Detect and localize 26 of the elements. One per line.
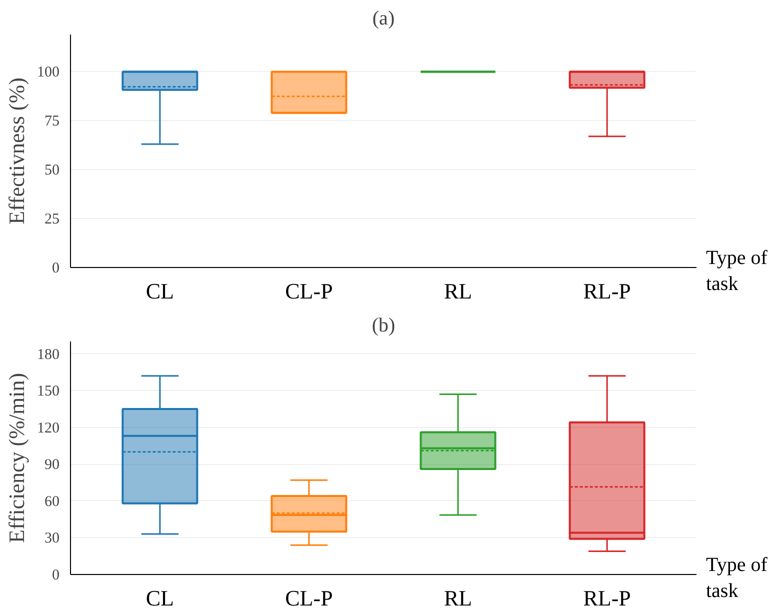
x-tick-label: CL bbox=[146, 586, 174, 610]
x-axis-title: Type of task bbox=[706, 246, 768, 297]
y-tick-label: 150 bbox=[37, 384, 60, 400]
y-tick-label: 90 bbox=[44, 457, 60, 474]
x-tick-label: RL-P bbox=[583, 586, 631, 610]
chart-title: (b) bbox=[372, 314, 396, 336]
x-tick-label: RL bbox=[444, 278, 472, 304]
y-axis-title: Efficiency (%/min) bbox=[4, 372, 29, 544]
y-tick-label: 75 bbox=[44, 114, 60, 130]
y-tick-label: 25 bbox=[44, 212, 60, 228]
y-tick-label: 60 bbox=[44, 494, 60, 510]
x-tick-label: CL-P bbox=[285, 278, 333, 304]
x-tick-label: CL bbox=[146, 278, 174, 304]
x-tick-label: CL-P bbox=[285, 586, 333, 610]
x-tick-label: RL bbox=[444, 586, 472, 610]
x-tick-label: RL-P bbox=[583, 278, 631, 304]
y-tick-label: 100 bbox=[37, 64, 60, 81]
chart-title: (a) bbox=[372, 8, 395, 30]
y-tick-label: 120 bbox=[37, 420, 60, 436]
y-tick-label: 30 bbox=[44, 530, 60, 547]
y-tick-label: 0 bbox=[52, 260, 60, 276]
y-tick-label: 180 bbox=[37, 346, 60, 363]
y-tick-label: 0 bbox=[52, 568, 60, 584]
x-axis-title: Type of task bbox=[706, 553, 768, 604]
y-tick-label: 50 bbox=[44, 162, 60, 179]
y-axis-title: Effectivness (%) bbox=[4, 78, 29, 224]
